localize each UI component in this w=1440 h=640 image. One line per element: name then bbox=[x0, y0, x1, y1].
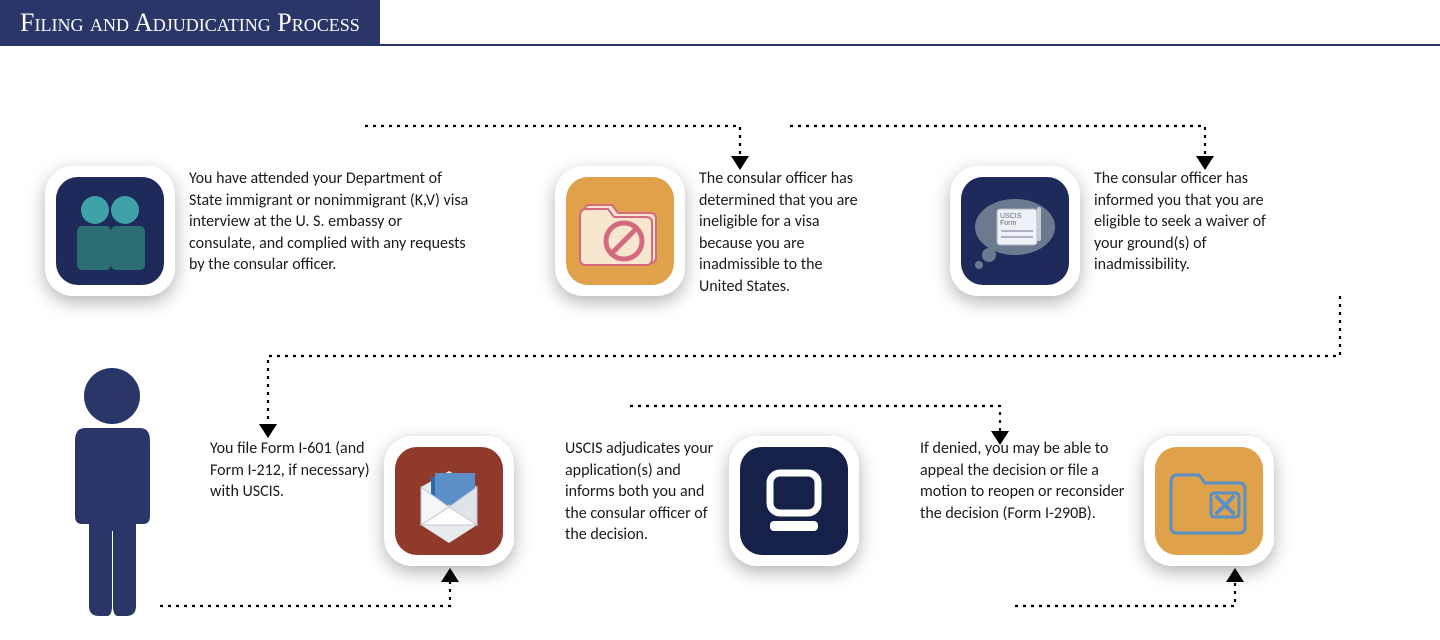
folder-x-icon bbox=[1155, 447, 1263, 555]
ineligible-icon-box bbox=[555, 166, 685, 296]
file-icon-box bbox=[384, 436, 514, 566]
step-waiver-text: The consular officer has informed you th… bbox=[1094, 166, 1284, 276]
flow-canvas: You have attended your Department of Sta… bbox=[0, 46, 1440, 626]
form-thought-icon: USCIS Form bbox=[961, 177, 1069, 285]
step-waiver-eligible: USCIS Form The consular officer has info… bbox=[950, 166, 1284, 296]
people-icon bbox=[56, 177, 164, 285]
step-interview-text: You have attended your Department of Sta… bbox=[189, 166, 469, 276]
step-appeal: If denied, you may be able to appeal the… bbox=[920, 436, 1274, 566]
computer-icon bbox=[740, 447, 848, 555]
step-file-text: You file Form I-601 (and Form I-212, if … bbox=[210, 436, 370, 503]
step-adjudicate-text: USCIS adjudicates your application(s) an… bbox=[565, 436, 715, 546]
folder-denied-icon bbox=[566, 177, 674, 285]
svg-text:Form: Form bbox=[1000, 220, 1017, 227]
step-ineligible-text: The consular officer has determined that… bbox=[699, 166, 869, 298]
envelope-icon bbox=[395, 447, 503, 555]
step-appeal-text: If denied, you may be able to appeal the… bbox=[920, 436, 1130, 524]
adjudicate-icon-box bbox=[729, 436, 859, 566]
waiver-icon-box: USCIS Form bbox=[950, 166, 1080, 296]
step-interview: You have attended your Department of Sta… bbox=[45, 166, 469, 296]
svg-text:USCIS: USCIS bbox=[1000, 213, 1022, 220]
appeal-icon-box bbox=[1144, 436, 1274, 566]
step-ineligible: The consular officer has determined that… bbox=[555, 166, 869, 298]
person-icon bbox=[55, 366, 170, 626]
step-adjudicate: USCIS adjudicates your application(s) an… bbox=[565, 436, 859, 566]
step-file-i601: You file Form I-601 (and Form I-212, if … bbox=[210, 436, 514, 566]
page-title: Filing and Adjudicating Process bbox=[0, 0, 380, 46]
interview-icon-box bbox=[45, 166, 175, 296]
